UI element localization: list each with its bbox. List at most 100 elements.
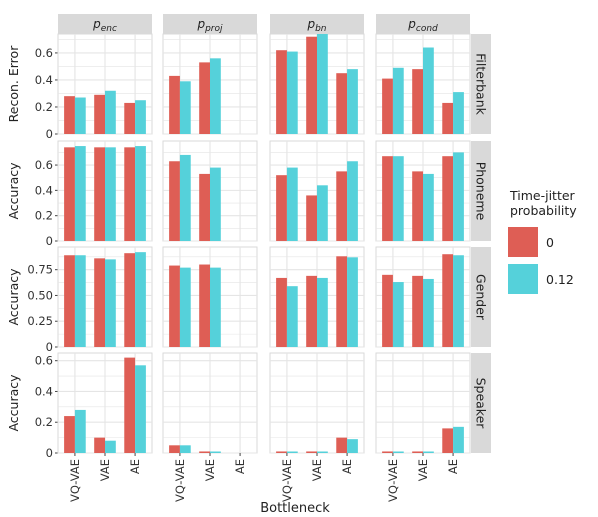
bar-series-0 xyxy=(412,275,423,347)
bar-series-0 xyxy=(199,264,210,347)
x-tick-label: VQ-VAE xyxy=(280,459,294,502)
bar-series-0 xyxy=(336,171,348,241)
x-tick-label: AE xyxy=(340,459,354,474)
legend-title-line-1: Time-jitter xyxy=(510,188,575,203)
bar-series-1 xyxy=(317,34,328,134)
column-strip-label: penc xyxy=(92,17,117,34)
bar-series-1 xyxy=(347,257,358,347)
bar-series-0 xyxy=(276,50,287,134)
legend-title-line-2: probability xyxy=(510,203,577,218)
column-strip xyxy=(163,14,257,34)
bar-series-1 xyxy=(392,67,404,134)
bar-series-1 xyxy=(317,277,328,347)
bar-series-1 xyxy=(453,255,464,347)
bar-series-1 xyxy=(179,267,191,347)
bar-series-0 xyxy=(124,102,136,134)
bar-series-0 xyxy=(306,36,317,135)
bar-series-1 xyxy=(74,255,86,347)
legend-title: Time-jitter probability xyxy=(510,188,598,218)
bar-series-1 xyxy=(179,154,191,241)
bar-series-1 xyxy=(105,440,116,453)
y-tick-label: 0.6 xyxy=(35,354,53,368)
bar-series-1 xyxy=(423,451,434,453)
row-strip xyxy=(471,353,491,453)
bar-series-0 xyxy=(169,75,180,134)
x-tick-label: VAE xyxy=(416,459,430,481)
x-tick-label: AE xyxy=(233,459,247,474)
x-tick-label: VAE xyxy=(203,459,217,481)
bar-series-1 xyxy=(392,451,404,453)
bar-series-0 xyxy=(94,94,105,134)
column-strip xyxy=(270,14,364,34)
bar-series-0 xyxy=(124,253,136,347)
bar-series-1 xyxy=(347,439,358,453)
bar-series-0 xyxy=(199,451,210,453)
bar-series-1 xyxy=(317,451,328,453)
column-strip-label: pcond xyxy=(407,17,438,34)
y-tick-label: 0.4 xyxy=(35,183,53,197)
bar-series-1 xyxy=(135,365,146,453)
bar-series-1 xyxy=(453,152,464,241)
row-strip xyxy=(471,141,491,241)
bar-series-0 xyxy=(442,102,454,134)
legend-item-1: 0.12 xyxy=(508,264,574,294)
bar-series-0 xyxy=(442,156,454,241)
y-axis-title: Accuracy xyxy=(6,374,21,432)
bar-series-0 xyxy=(276,277,287,347)
x-tick-label: VAE xyxy=(98,459,112,481)
row-strip-label: Gender xyxy=(474,274,489,321)
bar-series-1 xyxy=(135,100,146,134)
bar-series-1 xyxy=(135,146,146,241)
bar-series-0 xyxy=(199,62,210,134)
y-tick-label: 0.6 xyxy=(35,46,53,60)
row-strip-label: Speaker xyxy=(474,378,489,430)
x-tick-label: AE xyxy=(446,459,460,474)
bar-series-0 xyxy=(442,254,454,347)
bar-series-1 xyxy=(179,81,191,134)
bar-series-0 xyxy=(169,161,180,241)
bar-series-0 xyxy=(124,147,136,241)
bar-series-1 xyxy=(105,90,116,134)
bar-series-1 xyxy=(347,161,358,241)
y-tick-label: 0.25 xyxy=(27,314,53,328)
bar-series-1 xyxy=(74,97,86,134)
x-tick-label: AE xyxy=(128,459,142,474)
bar-series-0 xyxy=(412,451,423,453)
bar-series-1 xyxy=(286,51,298,134)
x-tick-label: VAE xyxy=(310,459,324,481)
y-tick-label: 0.6 xyxy=(35,158,53,172)
bar-series-1 xyxy=(135,252,146,347)
bar-series-1 xyxy=(453,92,464,134)
row-strip xyxy=(471,34,491,134)
y-axis-title: Accuracy xyxy=(6,268,21,326)
bar-series-1 xyxy=(210,451,221,453)
row-strip-label: Filterbank xyxy=(474,53,489,115)
bar-series-1 xyxy=(286,286,298,347)
bar-series-0 xyxy=(124,357,136,453)
column-strip-label: pproj xyxy=(196,17,223,34)
bar-series-0 xyxy=(64,255,75,347)
bar-series-0 xyxy=(276,451,287,453)
bar-series-0 xyxy=(336,256,348,347)
legend-label-1: 0.12 xyxy=(546,271,574,287)
bar-series-1 xyxy=(392,156,404,241)
bar-series-1 xyxy=(453,426,464,453)
legend-swatch-1 xyxy=(508,264,538,294)
y-tick-label: 0 xyxy=(46,127,53,141)
bar-series-0 xyxy=(382,156,393,241)
legend-swatch-0 xyxy=(508,227,538,257)
bar-series-0 xyxy=(382,274,393,347)
y-tick-label: 0.50 xyxy=(27,288,53,302)
bar-series-0 xyxy=(306,451,317,453)
bar-series-0 xyxy=(276,175,287,241)
bar-series-1 xyxy=(423,278,434,347)
x-tick-label: VQ-VAE xyxy=(386,459,400,502)
bar-series-1 xyxy=(423,173,434,241)
legend-item-0: 0 xyxy=(508,227,554,257)
bar-series-0 xyxy=(94,437,105,453)
bar-series-0 xyxy=(412,171,423,241)
column-strip-label: pbn xyxy=(306,17,326,34)
bar-series-1 xyxy=(286,451,298,453)
y-axis-title: Recon. Error xyxy=(6,45,21,123)
y-tick-label: 0 xyxy=(46,340,53,354)
